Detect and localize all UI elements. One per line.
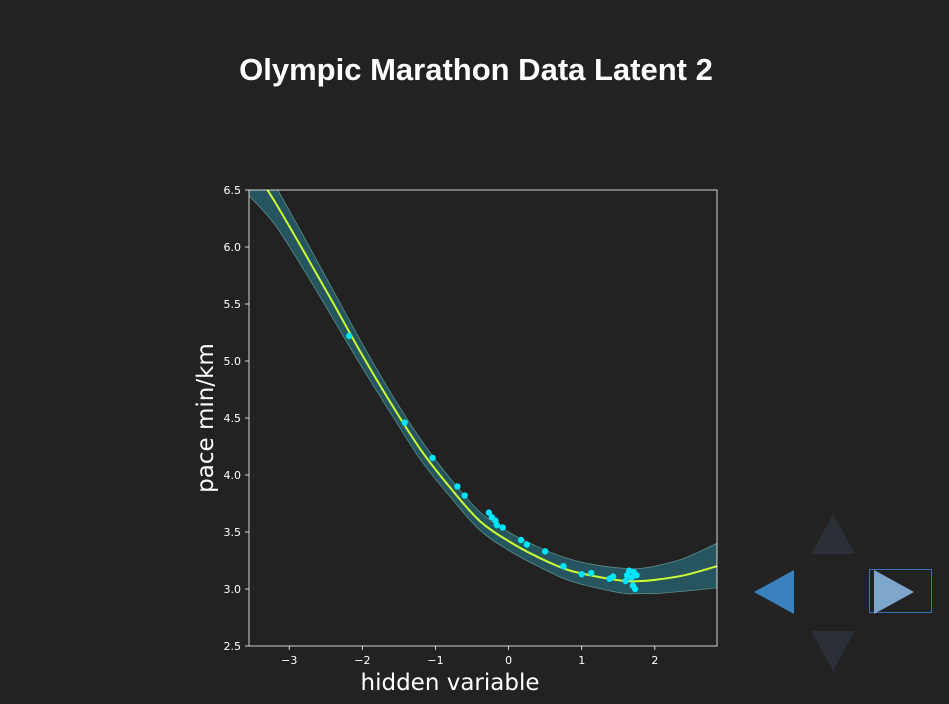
navigate-right-arrow-icon[interactable]	[874, 570, 914, 614]
x-tick-label: −3	[281, 654, 297, 667]
data-point	[622, 577, 629, 585]
x-tick-label: −1	[427, 654, 443, 667]
data-point	[493, 521, 501, 529]
data-point	[588, 569, 595, 577]
data-point	[485, 509, 493, 516]
y-tick-label: 4.5	[224, 412, 242, 425]
y-tick-label: 5.5	[224, 298, 242, 311]
data-point	[578, 570, 585, 578]
data-point	[517, 536, 525, 544]
y-axis-label: pace min/km	[193, 343, 219, 493]
data-point	[633, 572, 640, 579]
y-tick-label: 3.5	[224, 526, 242, 539]
y-tick-label: 6.5	[224, 184, 242, 197]
x-tick-label: 0	[505, 654, 512, 667]
x-axis-label: hidden variable	[361, 670, 540, 696]
data-point	[499, 524, 506, 531]
mean-line	[266, 190, 717, 583]
x-tick-label: 2	[651, 654, 658, 667]
plot-area	[249, 190, 717, 595]
y-tick-label: 3.0	[224, 583, 242, 596]
y-tick-label: 5.0	[224, 355, 242, 368]
data-point	[631, 585, 639, 593]
y-tick-label: 6.0	[224, 241, 242, 254]
data-point	[523, 541, 531, 548]
x-tick-label: −2	[354, 654, 370, 667]
x-tick-label: 1	[578, 654, 585, 667]
data-point	[541, 548, 549, 555]
data-point	[609, 573, 617, 580]
navigate-down-arrow-icon[interactable]	[811, 631, 855, 671]
confidence-band	[249, 190, 717, 595]
data-point	[345, 332, 353, 340]
navigate-left-arrow-icon[interactable]	[754, 570, 794, 614]
data-point	[429, 454, 436, 462]
data-point	[461, 492, 468, 499]
data-point	[628, 574, 635, 581]
data-point	[560, 563, 567, 570]
y-tick-label: 4.0	[224, 469, 242, 482]
slide-navigation	[748, 510, 943, 680]
data-point	[454, 483, 461, 490]
slide-title: Olympic Marathon Data Latent 2	[239, 52, 713, 87]
data-point	[401, 419, 408, 426]
navigate-up-arrow-icon[interactable]	[811, 514, 855, 554]
y-tick-label: 2.5	[224, 640, 242, 653]
